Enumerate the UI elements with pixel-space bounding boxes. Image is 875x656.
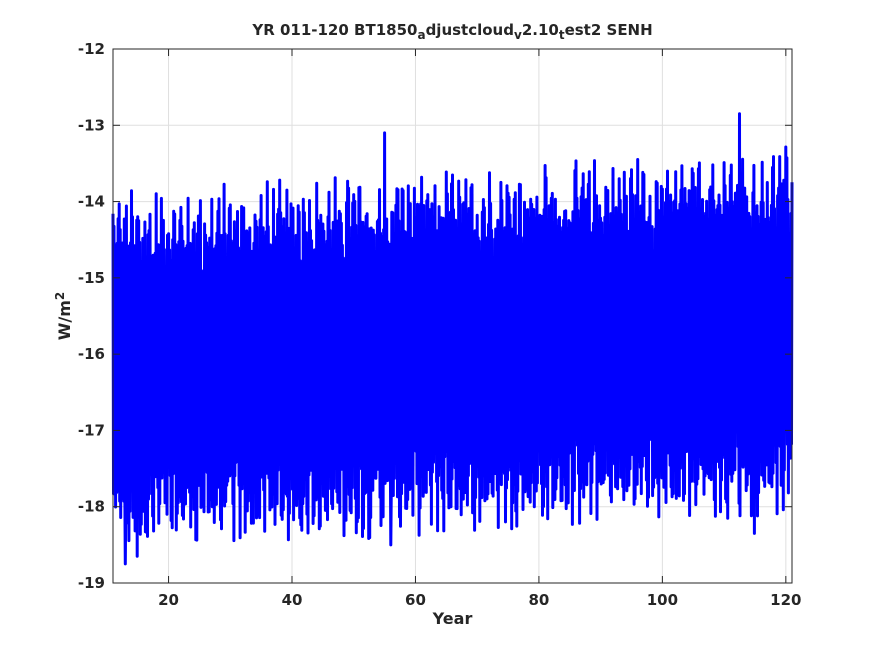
y-tick-label: -12 xyxy=(78,40,105,58)
y-tick-label: -13 xyxy=(78,116,105,134)
x-tick-label: 80 xyxy=(528,591,549,609)
y-tick-labels: -19 -18 -17 -16 -15 -14 -13 -12 xyxy=(78,40,105,592)
y-tick-label: -17 xyxy=(78,421,105,439)
y-axis-label-base: W/m xyxy=(55,300,74,340)
x-tick-labels: 20 40 60 80 100 120 xyxy=(158,591,801,609)
tick-marks xyxy=(113,48,792,584)
title-segment: 2.10 xyxy=(522,21,559,39)
y-axis-label: W/m2 xyxy=(53,292,74,341)
x-tick-label: 100 xyxy=(647,591,678,609)
y-tick-label: -14 xyxy=(78,193,105,211)
y-tick-label: -19 xyxy=(78,574,105,592)
y-tick-label: -15 xyxy=(78,269,105,287)
title-segment: YR 011-120 BT1850 xyxy=(251,21,417,39)
series-group xyxy=(111,112,794,566)
x-tick-label: 60 xyxy=(405,591,426,609)
x-tick-label: 40 xyxy=(282,591,303,609)
x-tick-label: 120 xyxy=(770,591,801,609)
title-segment: est2 SENH xyxy=(565,21,653,39)
title-subscript: t xyxy=(559,28,565,42)
series-line xyxy=(111,112,794,566)
y-tick-label: -16 xyxy=(78,345,105,363)
y-axis-label-superscript: 2 xyxy=(53,292,67,300)
axes-box xyxy=(112,48,793,584)
x-axis-label: Year xyxy=(432,609,473,628)
title-segment: djustcloud xyxy=(426,21,514,39)
x-tick-label: 20 xyxy=(158,591,179,609)
title-subscript: a xyxy=(417,28,425,42)
chart-title: YR 011-120 BT1850adjustcloudv2.10test2 S… xyxy=(251,21,652,42)
title-subscript: v xyxy=(514,28,522,42)
y-tick-label: -18 xyxy=(78,498,105,516)
